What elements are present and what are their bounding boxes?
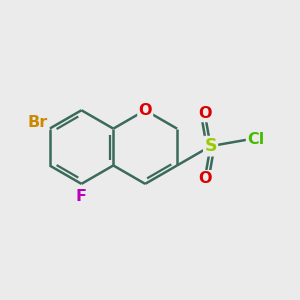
- Text: Br: Br: [28, 115, 48, 130]
- Text: O: O: [198, 106, 211, 121]
- Text: O: O: [139, 103, 152, 118]
- Text: F: F: [76, 189, 87, 204]
- Text: Cl: Cl: [247, 132, 264, 147]
- Text: O: O: [198, 171, 211, 186]
- Text: S: S: [204, 137, 217, 155]
